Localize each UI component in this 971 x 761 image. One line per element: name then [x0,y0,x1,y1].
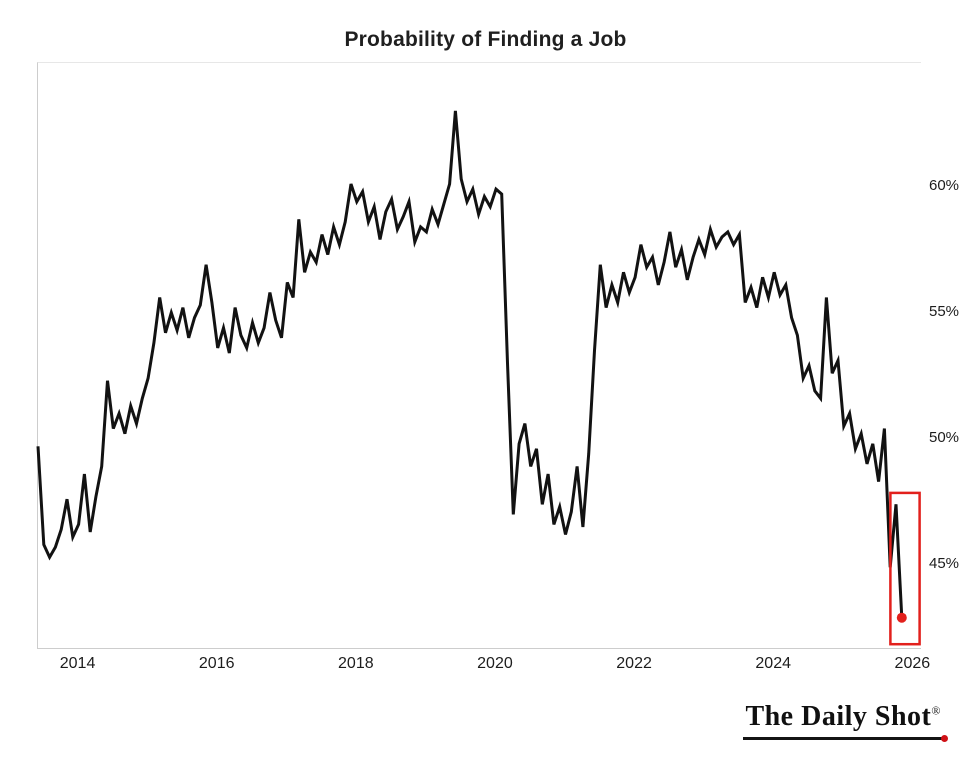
x-tick-label-2016: 2016 [198,655,235,672]
x-tick-label-2014: 2014 [59,655,96,672]
y-tick-label-55: 55% [929,302,960,320]
registered-trademark-symbol: ® [931,703,941,718]
x-tick-label-2024: 2024 [755,655,791,672]
chart-title: Probability of Finding a Job [344,28,627,51]
last-point-marker [896,612,907,623]
daily-shot-logo: The Daily Shot® [743,701,948,742]
series-line [36,110,904,618]
x-tick-label-2018: 2018 [338,655,374,672]
y-tick-label-45: 45% [929,554,960,572]
y-tick-label-50: 50% [929,428,960,446]
job-probability-line-chart [36,110,921,646]
logo-red-dot [941,735,948,742]
highlight-box [889,491,921,646]
daily-shot-logo-text: The Daily Shot [745,701,932,732]
plot-area [36,62,921,649]
x-tick-label-2020: 2020 [477,655,513,672]
y-tick-label-60: 60% [929,176,960,194]
x-tick-label-2026: 2026 [894,655,931,672]
x-tick-label-2022: 2022 [616,655,652,672]
